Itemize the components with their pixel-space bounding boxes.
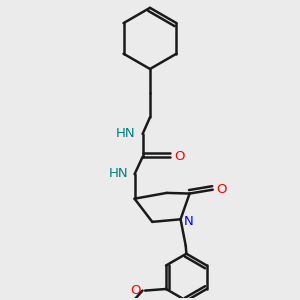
Text: O: O [174,150,184,164]
Text: HN: HN [116,127,136,140]
Text: O: O [217,183,227,196]
Text: HN: HN [109,167,128,180]
Text: O: O [130,284,141,297]
Text: N: N [184,215,194,228]
